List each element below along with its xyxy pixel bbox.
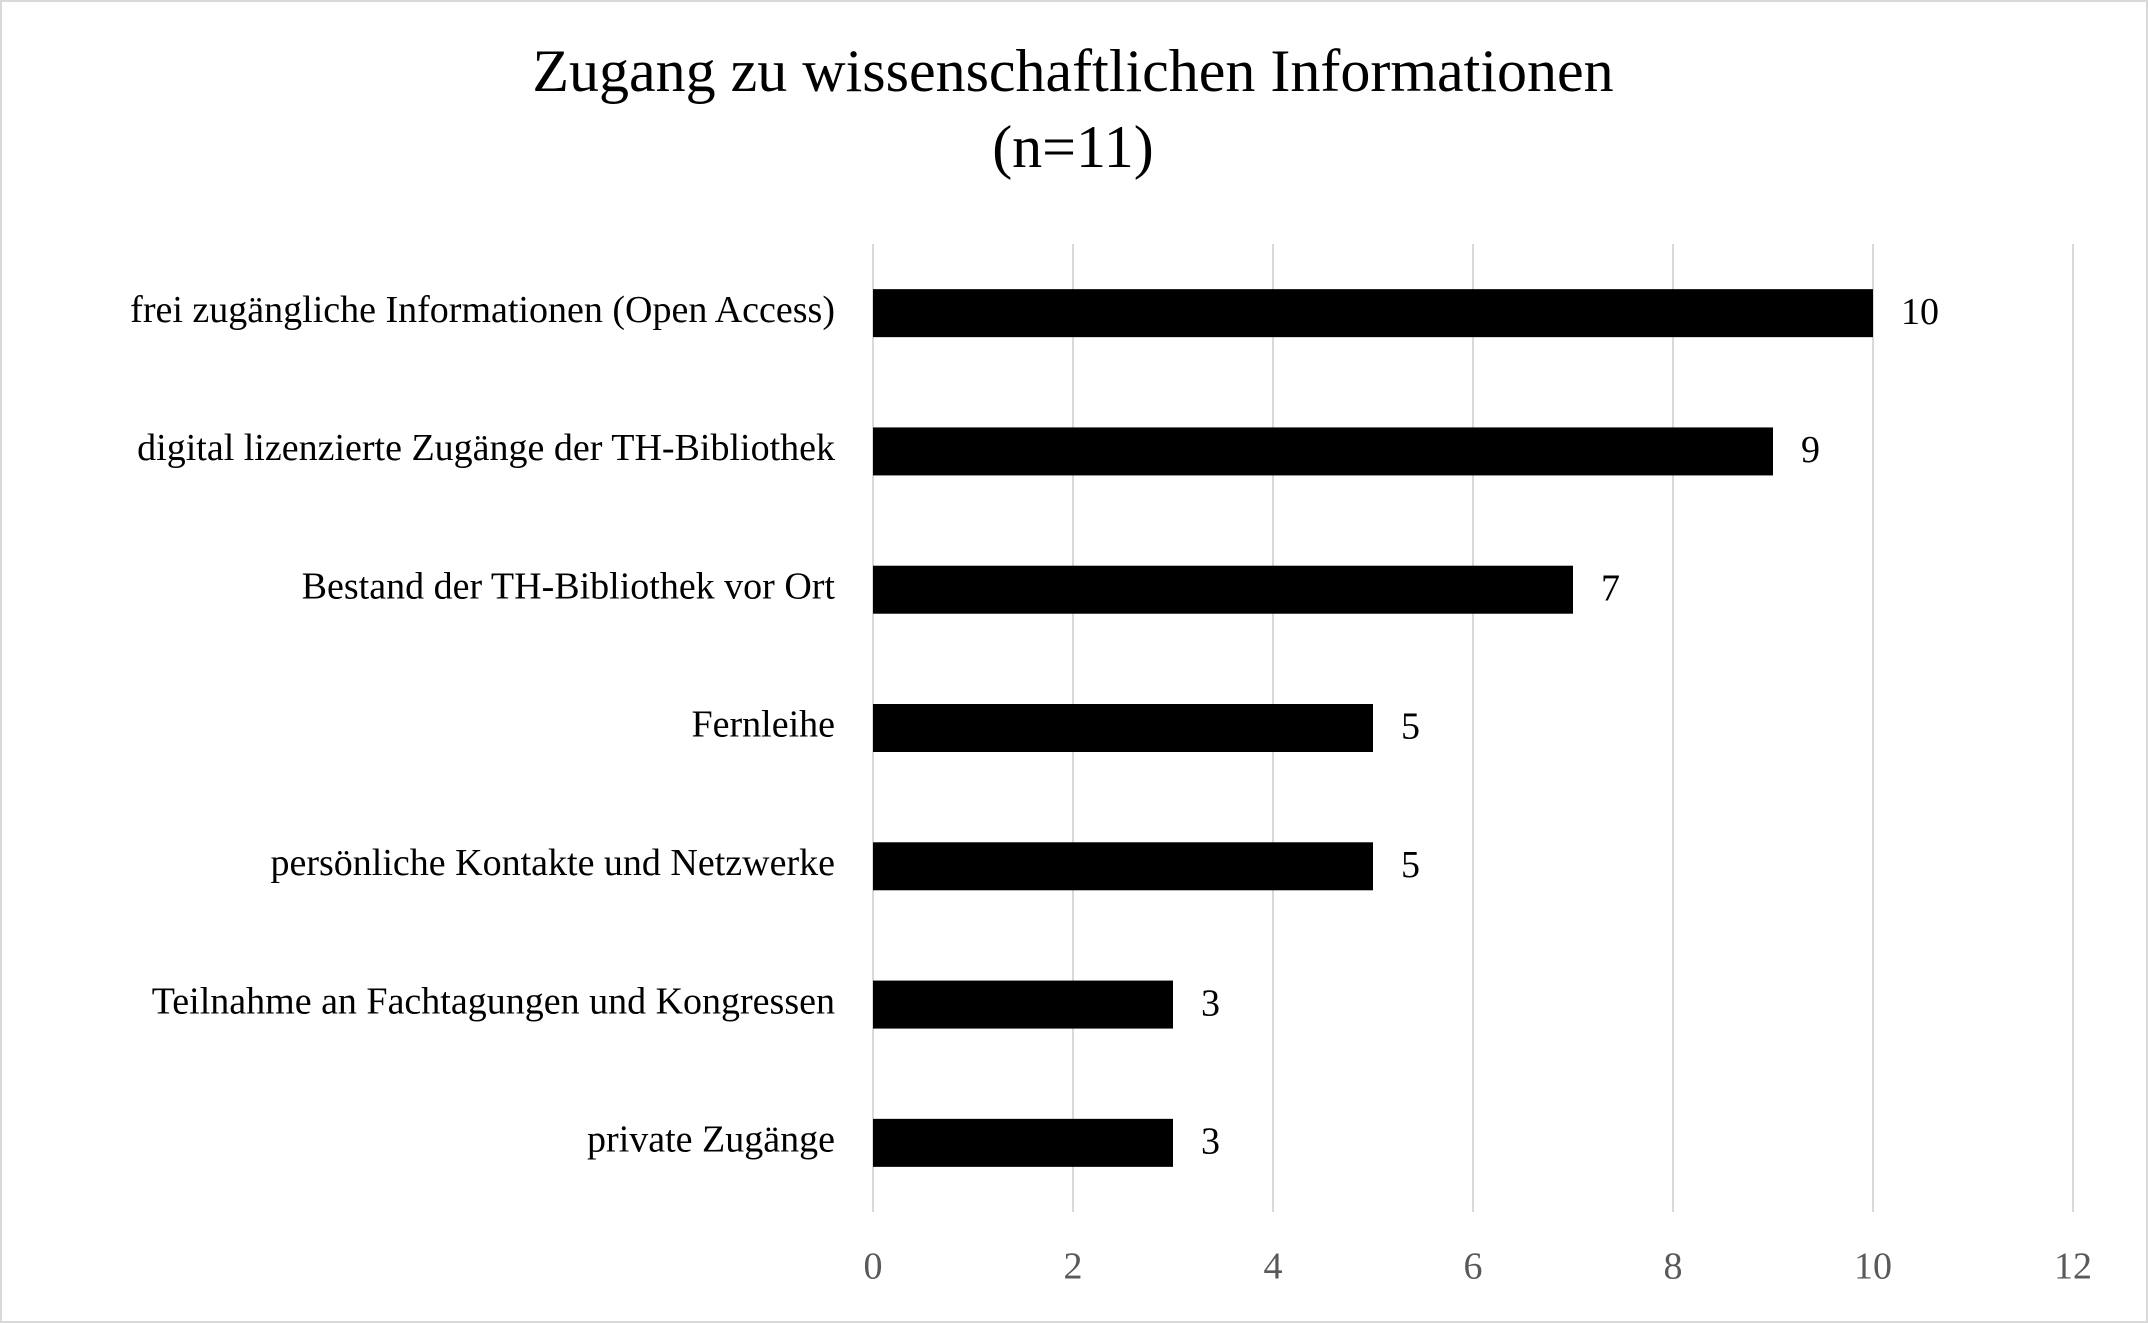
- bar: [873, 704, 1373, 752]
- bar: [873, 427, 1773, 476]
- bar: [873, 980, 1173, 1029]
- data-label: 3: [1201, 1121, 1220, 1163]
- x-tick-label: 2: [1064, 1246, 1083, 1288]
- bar: [873, 1118, 1173, 1167]
- data-label: 5: [1401, 706, 1420, 748]
- x-tick-label: 8: [1664, 1246, 1683, 1288]
- y-tick-label: Teilnahme an Fachtagungen und Kongressen: [152, 980, 835, 1022]
- data-label: 3: [1201, 982, 1220, 1024]
- bar: [873, 289, 1873, 338]
- x-tick-label: 10: [1854, 1246, 1892, 1288]
- x-tick-label: 12: [2054, 1246, 2092, 1288]
- x-tick-label: 0: [864, 1246, 883, 1288]
- data-label: 10: [1901, 291, 1939, 333]
- bar: [873, 842, 1373, 891]
- chart-title: Zugang zu wissenschaftlichen Information…: [532, 38, 1613, 104]
- y-tick-label: frei zugängliche Informationen (Open Acc…: [130, 289, 835, 331]
- data-label: 7: [1601, 567, 1620, 609]
- data-label: 5: [1401, 844, 1420, 886]
- bar: [873, 565, 1573, 614]
- y-tick-label: digital lizenzierte Zugänge der TH-Bibli…: [137, 427, 835, 469]
- x-tick-label: 6: [1464, 1246, 1483, 1288]
- y-tick-label: Fernleihe: [691, 704, 835, 746]
- chart-subtitle: (n=11): [992, 114, 1154, 180]
- y-tick-label: Bestand der TH-Bibliothek vor Ort: [302, 565, 836, 607]
- y-tick-label: persönliche Kontakte und Netzwerke: [270, 842, 835, 884]
- x-tick-label: 4: [1264, 1246, 1283, 1288]
- y-tick-label: private Zugänge: [587, 1119, 835, 1161]
- data-label: 9: [1801, 429, 1820, 471]
